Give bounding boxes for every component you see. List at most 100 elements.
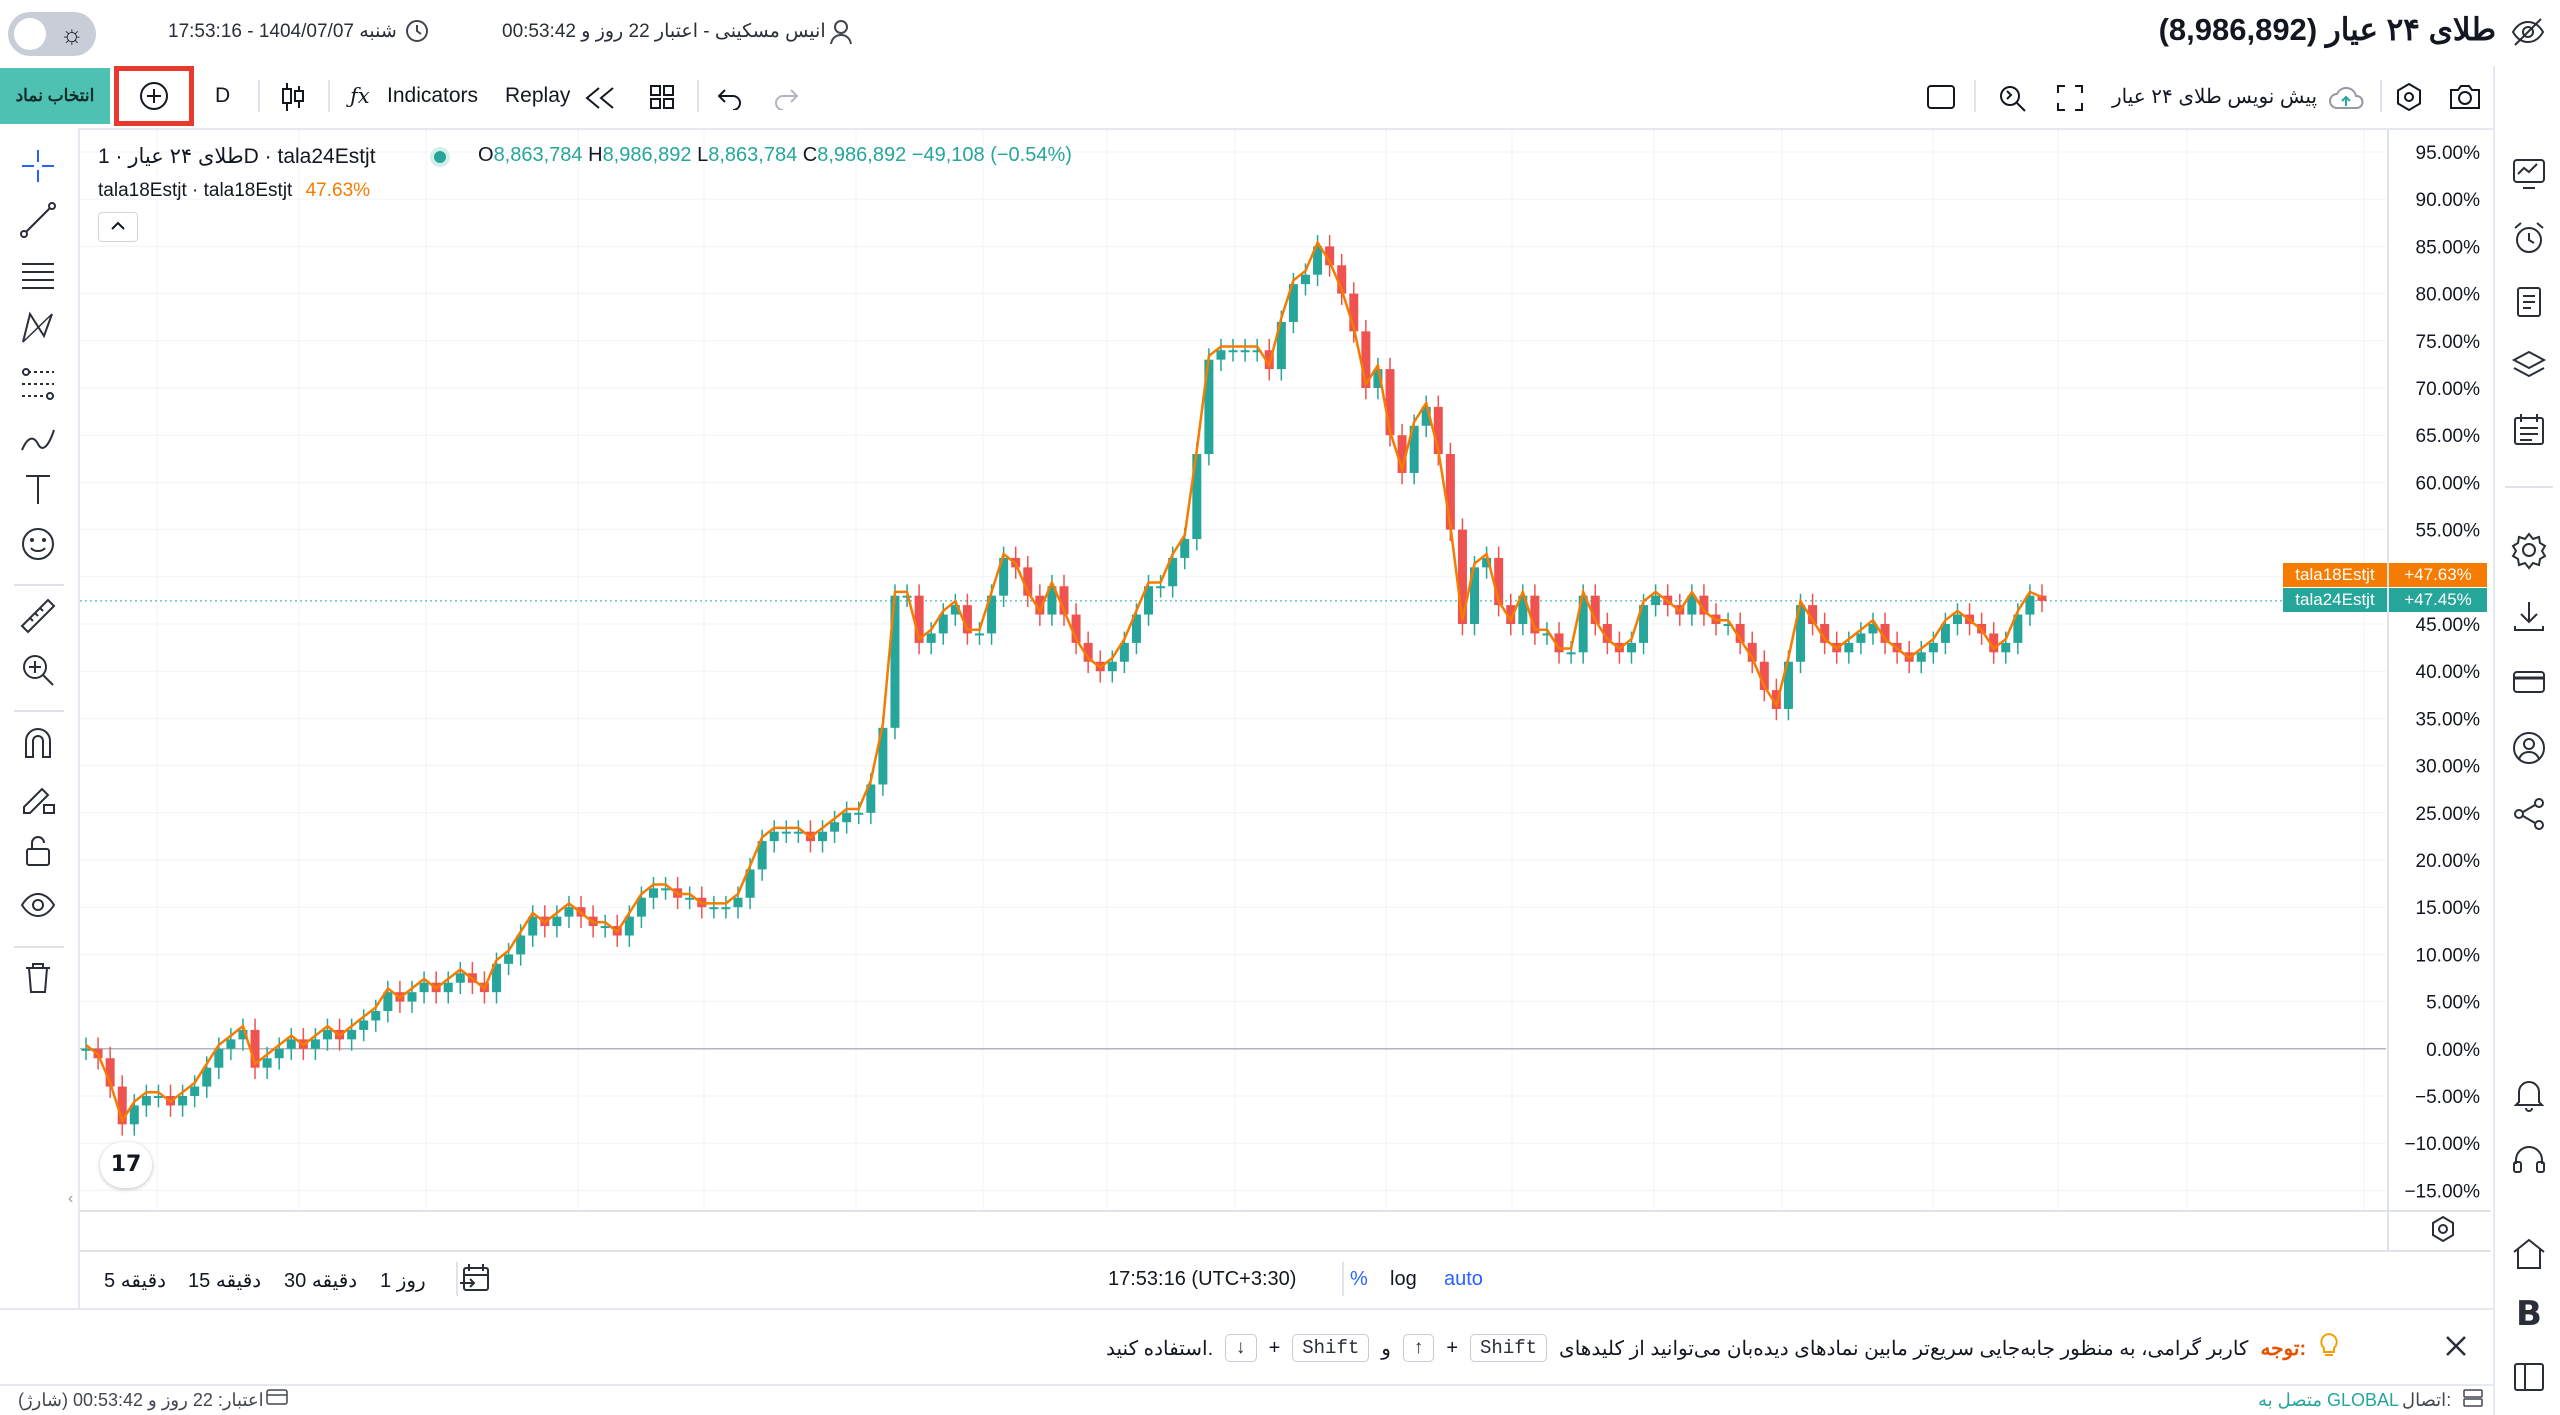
emoji-icon[interactable] [18, 524, 58, 564]
fullscreen-icon[interactable] [2056, 84, 2084, 112]
range-15m[interactable]: 15 دقیقه [188, 1270, 262, 1292]
user-icon[interactable] [828, 18, 854, 46]
candle-body [262, 1058, 272, 1068]
eye-off-icon[interactable] [2510, 16, 2546, 48]
candle-body [1566, 652, 1576, 655]
close-icon[interactable] [2442, 1332, 2470, 1360]
timezone-clock[interactable]: 17:53:16 (UTC+3:30) [1108, 1268, 1297, 1290]
broker-logo-icon[interactable]: B [2516, 1294, 2542, 1334]
candle-body [721, 907, 731, 910]
brush-icon[interactable] [18, 416, 58, 456]
notes-icon[interactable] [2509, 282, 2549, 322]
price-chart[interactable]: 95.00% 90.00% 85.00% 80.00% 75.00% 70.00% 65.0… [80, 130, 2491, 1210]
compare-legend[interactable]: tala18Estjt · tala18Estjt 47.63% [98, 180, 370, 202]
collapse-legend-button[interactable] [98, 212, 138, 242]
candle-body [1119, 642, 1129, 662]
crosshair-icon[interactable] [18, 146, 58, 186]
lock-open-icon[interactable] [18, 831, 58, 871]
eye-icon[interactable] [18, 885, 58, 925]
quick-search-icon[interactable] [1996, 82, 2028, 114]
candle-body [1228, 350, 1238, 353]
chart-monitor-icon[interactable] [2509, 154, 2549, 194]
axis-settings-icon[interactable] [2428, 1214, 2458, 1244]
legend-symbol[interactable]: طلای ۲۴ عیار · 1D · tala24Estjt [98, 145, 376, 168]
download-icon[interactable] [2509, 596, 2549, 636]
auto-toggle[interactable]: auto [1444, 1268, 1483, 1290]
rewind-icon[interactable] [583, 84, 617, 112]
prediction-icon[interactable] [18, 362, 58, 402]
bell-icon[interactable] [2509, 1074, 2549, 1114]
undo-icon[interactable] [716, 84, 744, 111]
interval-button[interactable]: D [215, 84, 231, 107]
cloud-upload-icon[interactable] [2328, 84, 2364, 112]
calendar-list-icon[interactable] [2509, 410, 2549, 450]
compare-symbol-button[interactable] [114, 66, 194, 126]
range-30m[interactable]: 30 دقیقه [284, 1270, 358, 1292]
ruler-icon[interactable] [18, 596, 58, 636]
candles-icon[interactable] [278, 80, 308, 114]
price-tick-label: 35.00% [2416, 709, 2481, 730]
tool-divider [14, 584, 64, 586]
change-value: −49,108 (−0.54%) [911, 144, 1072, 166]
compare-series-layer [85, 239, 2043, 1124]
log-toggle[interactable]: log [1390, 1268, 1417, 1290]
price-tick-label: 60.00% [2416, 473, 2481, 494]
candle-body [1325, 246, 1335, 266]
home-icon[interactable] [2509, 1234, 2549, 1274]
candle-body [1880, 624, 1890, 643]
notice-text: کاربر گرامی، به منظور جابه‌جایی سریع‌تر … [1559, 1337, 2249, 1360]
candle-body [1590, 595, 1600, 624]
rectangle-icon[interactable] [1926, 84, 1956, 110]
candle-body [600, 926, 610, 929]
pattern-icon[interactable] [18, 308, 58, 348]
status-dot-icon [428, 145, 452, 169]
price-axis: 95.00% 90.00% 85.00% 80.00% 75.00% 70.00% 65.0… [2404, 143, 2480, 1202]
date-range-icon[interactable] [458, 1262, 494, 1296]
card-icon[interactable] [2509, 662, 2549, 702]
indicators-button[interactable]: Indicators [387, 84, 479, 107]
candle-body [878, 727, 888, 785]
candle-body [178, 1096, 188, 1106]
notice-label: توجه: [2260, 1337, 2307, 1360]
panel-toggle-icon[interactable] [2509, 1356, 2549, 1396]
layout-grid-icon[interactable] [648, 83, 676, 111]
tradingview-logo-icon[interactable]: 17 [100, 1142, 152, 1188]
candle-body [1083, 642, 1093, 662]
redo-icon[interactable] [772, 84, 800, 111]
candle-body [347, 1029, 357, 1040]
trend-line-icon[interactable] [18, 200, 58, 240]
zoom-in-icon[interactable] [18, 650, 58, 690]
range-divider [456, 1262, 458, 1296]
select-symbol-button[interactable]: انتخاب نماد [0, 68, 110, 124]
profile-icon[interactable] [2509, 728, 2549, 768]
draw-lock-icon[interactable] [18, 777, 58, 817]
price-tick-label: −5.00% [2415, 1087, 2480, 1108]
range-5m[interactable]: 5 دقیقه [104, 1270, 167, 1292]
collapse-arrow-icon[interactable]: ‹ [68, 1190, 74, 1207]
range-1d[interactable]: 1 روز [380, 1270, 426, 1292]
headset-icon[interactable] [2509, 1140, 2549, 1180]
candle-body [1820, 624, 1830, 643]
layers-icon[interactable] [2509, 346, 2549, 386]
camera-icon[interactable] [2448, 82, 2482, 112]
settings-hex-icon[interactable] [2394, 82, 2424, 112]
share-icon[interactable] [2509, 794, 2549, 834]
theme-toggle[interactable]: ☼ [8, 12, 96, 56]
trash-icon[interactable] [18, 958, 58, 998]
candle-body [129, 1105, 139, 1125]
text-tool-icon[interactable] [18, 470, 58, 510]
candle-body [238, 1029, 248, 1040]
alarm-icon[interactable] [2509, 218, 2549, 258]
replay-button[interactable]: Replay [505, 84, 571, 107]
candle-body [1687, 595, 1697, 615]
settings-icon[interactable] [2509, 530, 2549, 570]
draft-label[interactable]: پیش نویس طلای ۲۴ عیار [2112, 86, 2318, 108]
magnet-icon[interactable] [18, 723, 58, 763]
percent-toggle[interactable]: % [1350, 1268, 1368, 1290]
compare-badge-value: +47.63% [2389, 563, 2487, 587]
candle-body [1808, 605, 1818, 624]
key-shift: Shift [1292, 1334, 1370, 1362]
fib-lines-icon[interactable] [18, 254, 58, 294]
compare-line [85, 239, 2043, 1124]
candle-body [1952, 614, 1962, 624]
